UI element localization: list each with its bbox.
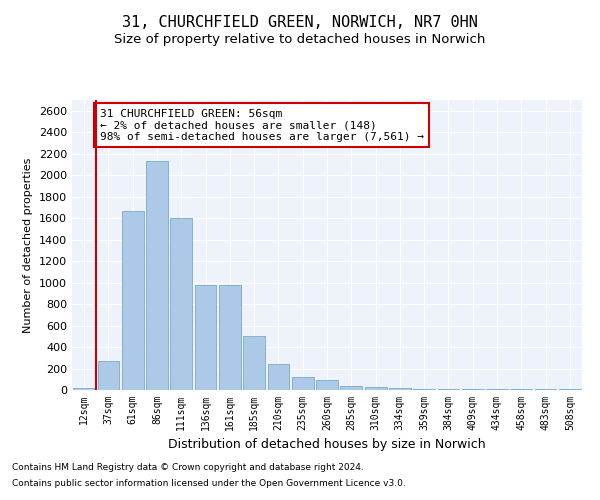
- Bar: [413, 389, 435, 390]
- Bar: [437, 389, 460, 390]
- Bar: [194, 284, 217, 390]
- Text: Size of property relative to detached houses in Norwich: Size of property relative to detached ho…: [115, 32, 485, 46]
- Bar: [243, 336, 265, 390]
- Bar: [268, 364, 289, 390]
- Bar: [292, 377, 314, 390]
- Bar: [365, 388, 386, 390]
- Bar: [462, 389, 484, 390]
- Text: Contains public sector information licensed under the Open Government Licence v3: Contains public sector information licen…: [12, 478, 406, 488]
- Bar: [340, 386, 362, 390]
- Bar: [389, 388, 411, 390]
- Bar: [219, 284, 241, 390]
- Text: 31, CHURCHFIELD GREEN, NORWICH, NR7 0HN: 31, CHURCHFIELD GREEN, NORWICH, NR7 0HN: [122, 15, 478, 30]
- Y-axis label: Number of detached properties: Number of detached properties: [23, 158, 34, 332]
- Bar: [535, 388, 556, 390]
- X-axis label: Distribution of detached houses by size in Norwich: Distribution of detached houses by size …: [168, 438, 486, 452]
- Text: Contains HM Land Registry data © Crown copyright and database right 2024.: Contains HM Land Registry data © Crown c…: [12, 464, 364, 472]
- Bar: [122, 210, 143, 390]
- Bar: [170, 218, 192, 390]
- Text: 31 CHURCHFIELD GREEN: 56sqm
← 2% of detached houses are smaller (148)
98% of sem: 31 CHURCHFIELD GREEN: 56sqm ← 2% of deta…: [100, 108, 424, 142]
- Bar: [146, 161, 168, 390]
- Bar: [97, 361, 119, 390]
- Bar: [316, 380, 338, 390]
- Bar: [73, 388, 95, 390]
